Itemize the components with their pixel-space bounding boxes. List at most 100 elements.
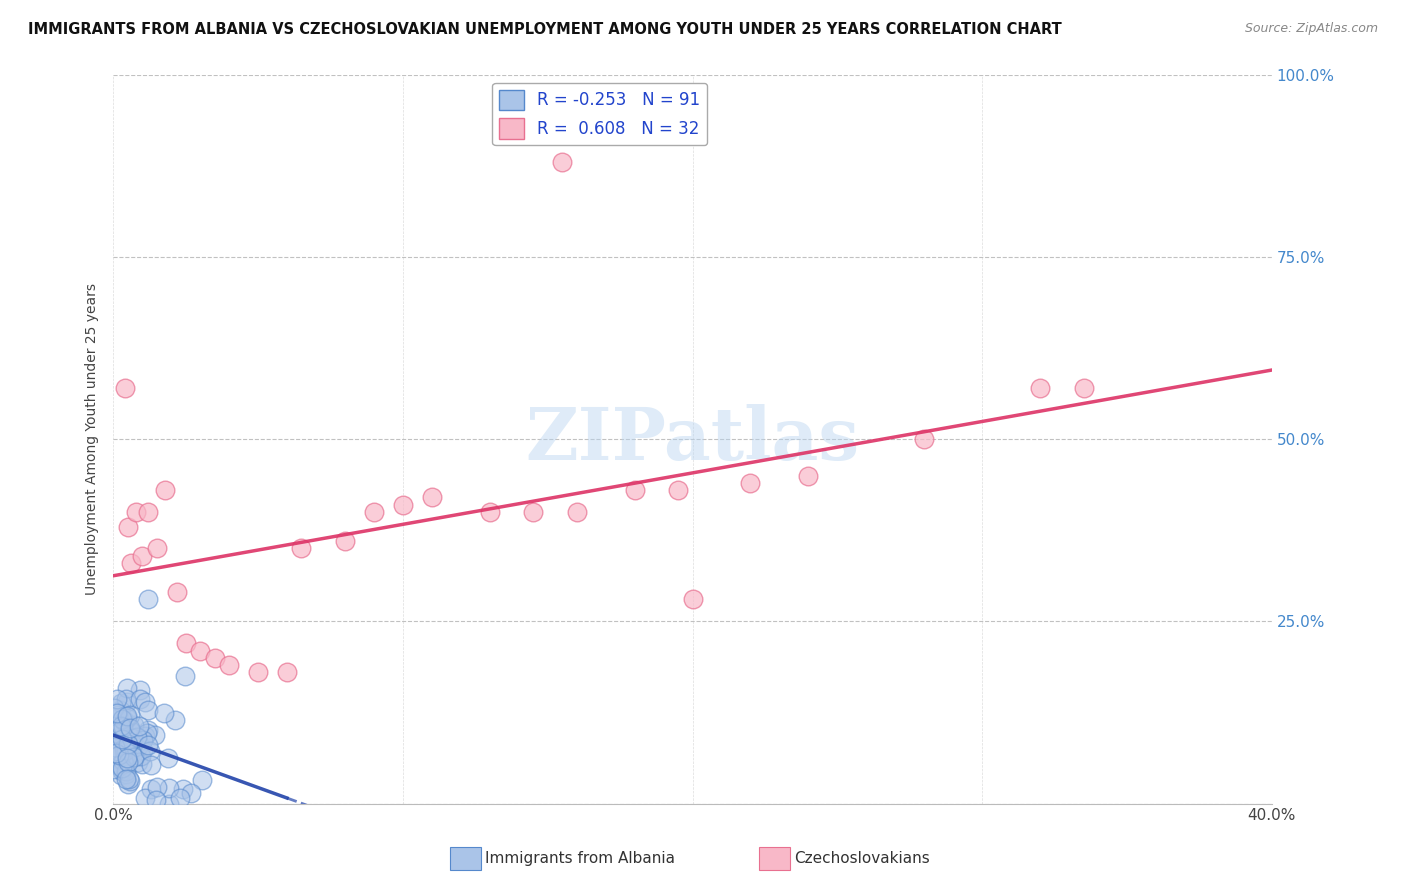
Point <box>111 761 134 775</box>
Point <box>139 758 162 772</box>
Point <box>103 701 125 715</box>
Point <box>104 717 127 731</box>
Text: IMMIGRANTS FROM ALBANIA VS CZECHOSLOVAKIAN UNEMPLOYMENT AMONG YOUTH UNDER 25 YEA: IMMIGRANTS FROM ALBANIA VS CZECHOSLOVAKI… <box>28 22 1062 37</box>
Point <box>117 756 139 770</box>
Point <box>105 691 128 706</box>
Point <box>129 748 152 763</box>
Point <box>136 723 159 737</box>
Point <box>128 691 150 706</box>
Point <box>247 665 270 680</box>
Point <box>108 745 131 759</box>
Point <box>115 709 138 723</box>
Point <box>623 483 645 497</box>
Point <box>107 757 129 772</box>
Point <box>120 556 142 570</box>
Point <box>166 585 188 599</box>
Point <box>128 683 150 698</box>
Point <box>108 747 131 762</box>
Point <box>103 762 125 776</box>
Point <box>105 746 128 760</box>
Point <box>117 751 139 765</box>
Point <box>103 723 125 737</box>
Point <box>105 706 128 720</box>
Point <box>117 777 139 791</box>
Point <box>120 708 142 723</box>
Point <box>110 768 132 782</box>
Point <box>136 703 159 717</box>
Point <box>111 731 134 746</box>
Point <box>152 706 174 721</box>
Point <box>740 475 762 490</box>
Point <box>122 749 145 764</box>
Point <box>110 719 132 733</box>
Text: Immigrants from Albania: Immigrants from Albania <box>485 852 675 866</box>
Text: Source: ZipAtlas.com: Source: ZipAtlas.com <box>1244 22 1378 36</box>
Point <box>392 498 415 512</box>
Point <box>114 767 136 781</box>
Point <box>112 714 135 728</box>
Text: ZIPatlas: ZIPatlas <box>526 403 859 475</box>
Point <box>114 772 136 786</box>
Point <box>115 743 138 757</box>
Point <box>114 764 136 778</box>
Point <box>107 733 129 747</box>
Point <box>110 703 132 717</box>
Point <box>666 483 689 497</box>
Point <box>104 740 127 755</box>
Point <box>120 721 142 735</box>
Point <box>145 541 167 556</box>
Point <box>117 737 139 751</box>
Point <box>143 728 166 742</box>
Point <box>682 592 704 607</box>
Point <box>127 756 149 770</box>
Point <box>122 731 145 746</box>
Text: Czechoslovakians: Czechoslovakians <box>794 852 931 866</box>
Point <box>134 695 156 709</box>
Point <box>114 381 136 395</box>
Point <box>139 781 162 796</box>
Point <box>136 726 159 740</box>
Point <box>190 773 212 788</box>
Point <box>112 754 135 768</box>
Point <box>174 669 197 683</box>
Point <box>1029 381 1052 395</box>
Point <box>276 665 298 680</box>
Point <box>131 732 153 747</box>
Point <box>128 719 150 733</box>
Point <box>120 773 142 788</box>
Point <box>797 468 820 483</box>
Point <box>134 790 156 805</box>
Point <box>115 756 138 771</box>
Point <box>218 658 240 673</box>
Point <box>522 505 544 519</box>
Point <box>132 743 155 757</box>
Point <box>136 592 159 607</box>
Point <box>333 534 356 549</box>
Point <box>117 681 139 695</box>
Point <box>120 723 142 738</box>
Point <box>157 780 180 795</box>
Point <box>131 757 153 772</box>
Point <box>363 505 385 519</box>
Point <box>125 730 148 744</box>
Point <box>115 691 138 706</box>
Point <box>111 719 134 733</box>
Point <box>157 797 180 811</box>
Point <box>128 738 150 752</box>
Point <box>131 549 153 563</box>
Point <box>112 741 135 756</box>
Point <box>118 753 141 767</box>
Point <box>172 782 194 797</box>
Point <box>118 752 141 766</box>
Point <box>174 636 197 650</box>
Point <box>117 752 139 766</box>
Point <box>188 643 211 657</box>
Point <box>155 483 177 497</box>
Point <box>204 650 226 665</box>
Point <box>146 780 169 795</box>
Point <box>551 155 574 169</box>
Point <box>169 791 191 805</box>
Point <box>145 793 167 807</box>
Point <box>134 729 156 743</box>
Point <box>157 751 180 765</box>
